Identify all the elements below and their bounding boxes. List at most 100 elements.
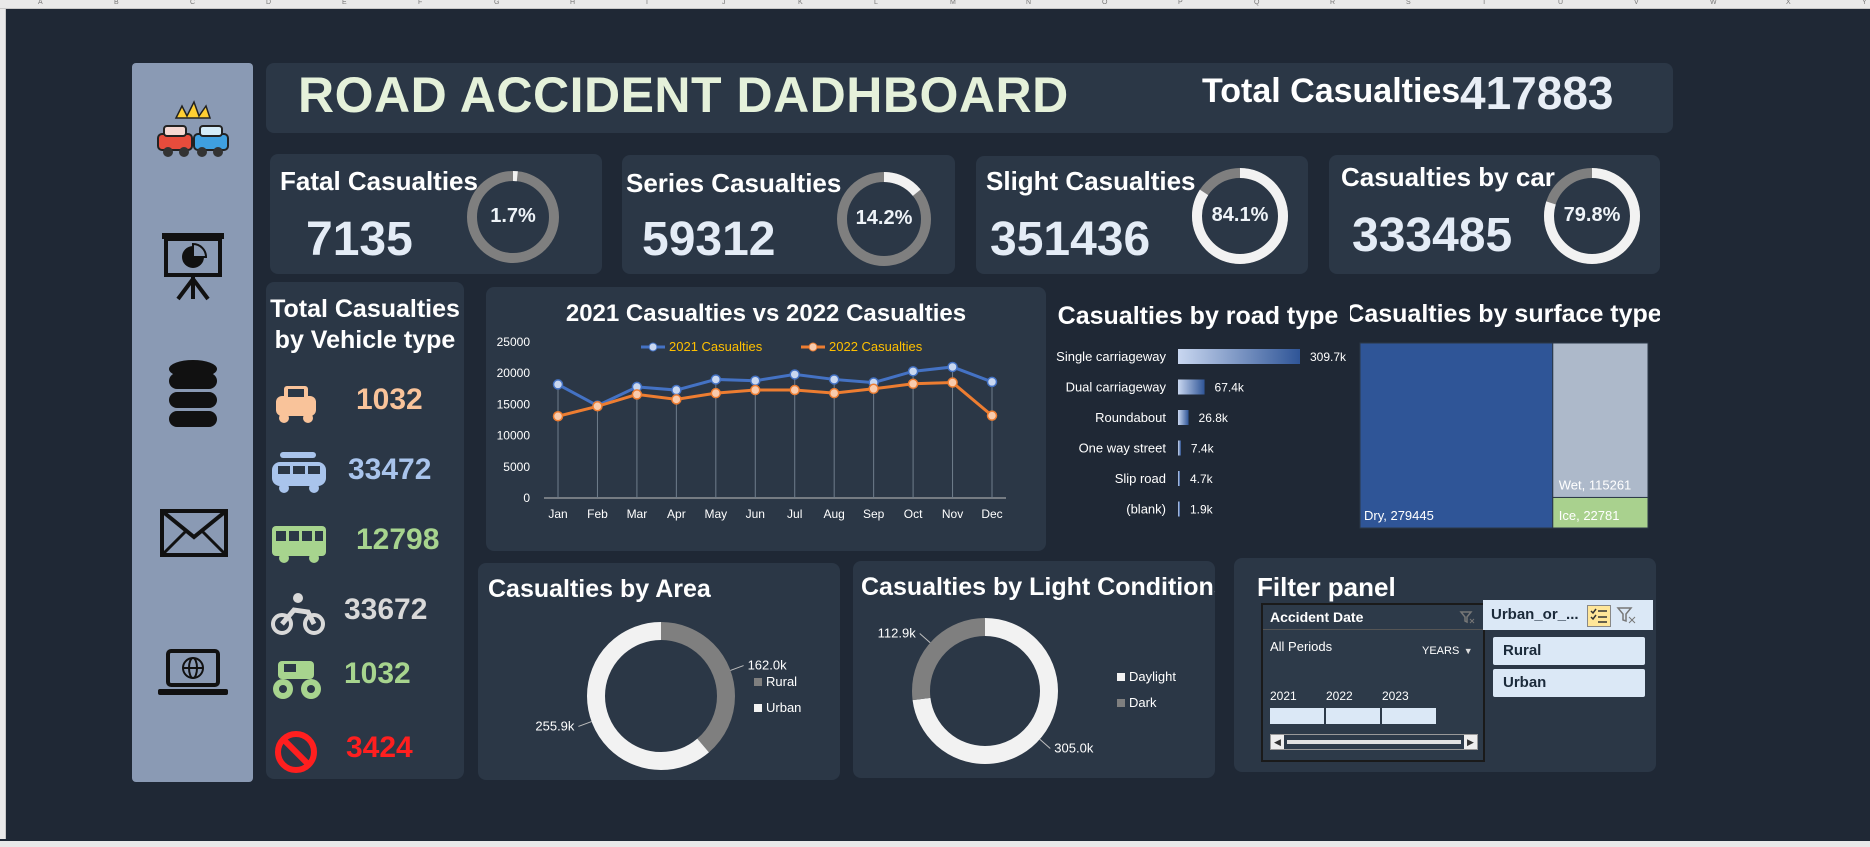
- category-label: Dual carriageway: [1066, 380, 1167, 395]
- column-letter[interactable]: H: [570, 0, 576, 6]
- sheet-bottom-bar: [0, 841, 1870, 847]
- clear-filter-icon[interactable]: [1459, 609, 1475, 625]
- column-letter[interactable]: J: [722, 0, 726, 6]
- surface-type-chart: Casualties by surface type Dry, 279445 Wet…: [1350, 300, 1660, 529]
- taxi-icon: [276, 386, 316, 423]
- slice-label: 305.0k: [1054, 741, 1094, 756]
- legend-label: Dark: [1129, 695, 1157, 710]
- data-point: [907, 378, 919, 390]
- column-letter[interactable]: B: [114, 0, 119, 6]
- clear-filter-icon[interactable]: [1615, 605, 1637, 625]
- column-letter[interactable]: D: [266, 0, 272, 6]
- bar: [1178, 410, 1189, 425]
- multi-select-icon[interactable]: [1587, 605, 1611, 627]
- column-letter[interactable]: S: [1406, 0, 1411, 6]
- laptop-globe-icon[interactable]: [154, 641, 232, 719]
- x-tick-label: Mar: [627, 507, 648, 521]
- column-letter[interactable]: L: [874, 0, 878, 6]
- data-point: [671, 384, 682, 396]
- x-tick-label: Sep: [863, 507, 885, 521]
- category-label: Single carriageway: [1056, 349, 1166, 364]
- scroll-left-icon[interactable]: ◀: [1271, 735, 1284, 749]
- data-point: [552, 379, 564, 390]
- kpi-label: Slight Casualties: [986, 166, 1196, 196]
- presentation-chart-icon[interactable]: [154, 227, 232, 305]
- column-letter[interactable]: V: [1634, 0, 1639, 6]
- column-letter[interactable]: A: [38, 0, 43, 6]
- row-header-bar: [0, 9, 6, 839]
- vehicle-value: 3424: [346, 731, 413, 764]
- column-letter[interactable]: E: [342, 0, 347, 6]
- legend-swatch: [754, 678, 762, 686]
- kpi-value: 333485: [1352, 209, 1513, 262]
- column-letter[interactable]: N: [1026, 0, 1032, 6]
- column-letter[interactable]: M: [950, 0, 956, 6]
- x-tick-label: Jun: [746, 507, 765, 521]
- legend-label: Rural: [766, 674, 797, 689]
- database-icon[interactable]: [154, 355, 232, 433]
- donut-slice: [912, 618, 1058, 764]
- column-letter[interactable]: Y: [1862, 0, 1867, 6]
- column-letter[interactable]: R: [1330, 0, 1336, 6]
- timeline-scrollbar[interactable]: ◀ ▶: [1270, 734, 1478, 750]
- chart-title: Casualties by Light Conditions: [861, 573, 1215, 601]
- kpi-percent: 84.1%: [1211, 204, 1269, 226]
- legend-marker: [648, 342, 658, 352]
- vehicle-value: 33672: [344, 593, 428, 626]
- category-label: Roundabout: [1095, 410, 1166, 425]
- timeline-year-bar[interactable]: [1270, 708, 1324, 724]
- column-letter[interactable]: I: [646, 0, 648, 6]
- column-letter[interactable]: P: [1178, 0, 1183, 6]
- data-point: [789, 369, 800, 380]
- kpi-label: Fatal Casualties: [280, 166, 478, 196]
- scroll-right-icon[interactable]: ▶: [1464, 735, 1477, 749]
- kpi-value: 351436: [990, 213, 1151, 266]
- column-header-bar: A B C D E F G H I J K L M N O P Q R S T U V W X Y: [0, 0, 1870, 9]
- timeline-year-bar[interactable]: [1382, 708, 1436, 724]
- legend-label: 2022 Casualties: [829, 339, 923, 354]
- column-letter[interactable]: K: [798, 0, 803, 6]
- bar-value-label: 1.9k: [1190, 503, 1214, 517]
- kpi-percent: 79.8%: [1563, 204, 1621, 226]
- car-crash-icon[interactable]: [154, 96, 232, 174]
- area-slicer: Urban_or_... Rural Urban: [1483, 600, 1653, 770]
- legend-label: Daylight: [1129, 669, 1176, 684]
- column-letter[interactable]: X: [1786, 0, 1791, 6]
- slicer-option-rural[interactable]: Rural: [1493, 637, 1645, 665]
- scroll-thumb[interactable]: [1287, 740, 1461, 744]
- page-title: ROAD ACCIDENT DADHBOARD: [298, 67, 1069, 123]
- treemap-ice: [1552, 496, 1649, 529]
- timeline-year-bar[interactable]: [1326, 708, 1380, 724]
- kpi-label: Casualties by car: [1341, 162, 1555, 192]
- bar: [1178, 471, 1180, 486]
- column-letter[interactable]: Q: [1254, 0, 1260, 6]
- legend-swatch: [1117, 673, 1125, 681]
- x-tick-label: Dec: [981, 507, 1002, 521]
- column-letter[interactable]: C: [190, 0, 196, 6]
- kpi-label: Series Casualties: [626, 168, 842, 198]
- date-slicer: Accident Date All Periods YEARS ▼ 2021 20…: [1261, 603, 1485, 762]
- column-letter[interactable]: G: [494, 0, 500, 6]
- legend-swatch: [754, 704, 762, 712]
- timeline-level-dropdown[interactable]: YEARS ▼: [1422, 641, 1473, 659]
- column-letter[interactable]: F: [418, 0, 423, 6]
- column-letter[interactable]: T: [1482, 0, 1487, 6]
- slice-label: 162.0k: [748, 658, 788, 673]
- no-entry-icon: [275, 731, 317, 773]
- bar: [1178, 440, 1181, 456]
- date-period: All Periods: [1270, 639, 1333, 654]
- area-chart: Casualties by Area 162.0k 255.9k Rural Urban: [488, 575, 801, 770]
- treemap-label: Dry, 279445: [1364, 508, 1434, 523]
- envelope-icon[interactable]: [154, 495, 232, 573]
- vehicle-value: 33472: [348, 453, 432, 486]
- x-tick-label: Apr: [667, 507, 686, 521]
- data-point: [907, 366, 919, 377]
- column-letter[interactable]: U: [1558, 0, 1564, 6]
- column-letter[interactable]: O: [1102, 0, 1108, 6]
- legend-label: Urban: [766, 700, 801, 715]
- slicer-option-urban[interactable]: Urban: [1493, 669, 1645, 697]
- ring-fill: [1192, 168, 1288, 264]
- column-letter[interactable]: W: [1710, 0, 1717, 6]
- category-label: Slip road: [1115, 471, 1166, 486]
- data-point: [592, 401, 603, 412]
